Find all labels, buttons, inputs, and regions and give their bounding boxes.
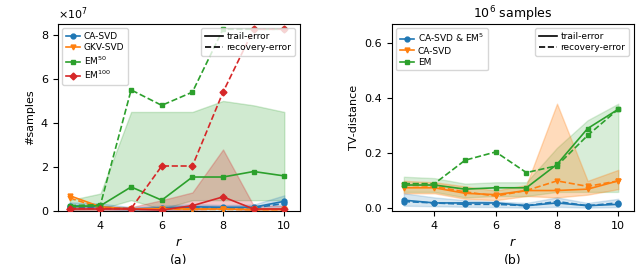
- Legend: trail-error, recovery-error: trail-error, recovery-error: [202, 28, 295, 56]
- Text: (a): (a): [170, 254, 188, 264]
- Title: $10^6$ samples: $10^6$ samples: [473, 4, 552, 24]
- Legend: trail-error, recovery-error: trail-error, recovery-error: [535, 28, 629, 56]
- Text: (b): (b): [504, 254, 522, 264]
- X-axis label: r: r: [176, 237, 181, 249]
- X-axis label: r: r: [510, 237, 515, 249]
- Y-axis label: #samples: #samples: [25, 90, 35, 145]
- Y-axis label: TV-distance: TV-distance: [349, 85, 358, 150]
- Text: $\times 10^7$: $\times 10^7$: [58, 5, 88, 22]
